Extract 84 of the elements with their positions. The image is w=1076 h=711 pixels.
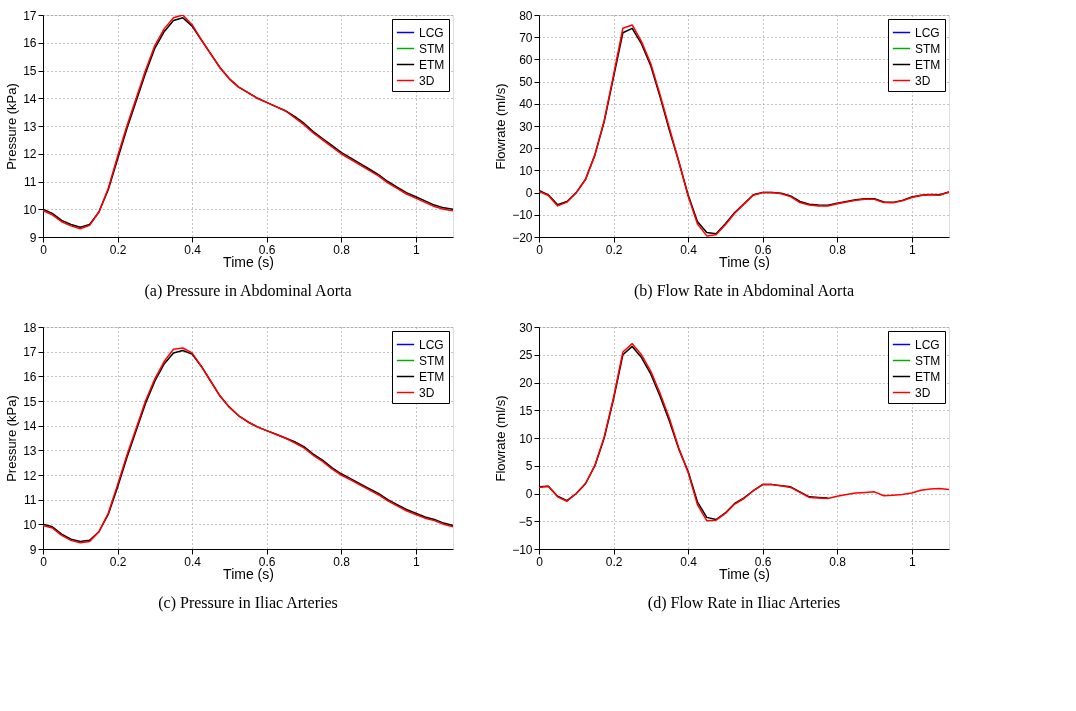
x-tick-label: 0.2 xyxy=(109,242,127,257)
y-tick-label: −20 xyxy=(512,230,533,245)
legend-label: 3D xyxy=(419,385,435,400)
legend-label: STM xyxy=(915,41,941,56)
legend-label: ETM xyxy=(419,369,445,384)
x-tick-label: 1 xyxy=(412,554,420,569)
y-tick-label: 20 xyxy=(519,376,533,390)
y-tick-label: 9 xyxy=(29,230,37,245)
x-tick-label: 0 xyxy=(536,242,544,257)
legend-label: 3D xyxy=(915,385,931,400)
y-tick-label: 10 xyxy=(23,517,37,532)
y-tick-label: 15 xyxy=(23,64,37,78)
y-tick-label: 10 xyxy=(23,202,37,217)
x-tick-label: 0 xyxy=(40,554,48,569)
y-tick-label: 50 xyxy=(519,75,533,90)
y-tick-label: 13 xyxy=(23,119,37,134)
y-tick-label: 10 xyxy=(519,431,533,446)
y-tick-label: 60 xyxy=(519,52,533,67)
x-tick-label: 1 xyxy=(908,554,916,569)
y-tick-label: 17 xyxy=(23,8,37,23)
y-axis-title: Flowrate (ml/s) xyxy=(493,395,509,482)
x-tick-label: 0.4 xyxy=(680,554,698,569)
y-tick-label: 16 xyxy=(23,369,37,384)
legend-label: ETM xyxy=(915,57,941,72)
y-tick-label: −10 xyxy=(512,542,533,557)
y-tick-label: 25 xyxy=(519,348,533,363)
y-tick-label: 14 xyxy=(23,419,37,434)
legend-label: LCG xyxy=(915,25,940,40)
y-tick-label: 70 xyxy=(519,30,533,45)
x-tick-label: 0.4 xyxy=(680,242,698,257)
y-tick-label: 40 xyxy=(519,97,533,112)
x-tick-label: 0.2 xyxy=(605,242,623,257)
legend-label: LCG xyxy=(419,25,444,40)
legend-label: LCG xyxy=(419,337,444,352)
y-tick-label: 14 xyxy=(23,91,37,106)
y-tick-label: 20 xyxy=(519,141,533,156)
y-tick-label: −5 xyxy=(518,514,533,529)
x-tick-label: 0 xyxy=(40,242,48,257)
legend-label: ETM xyxy=(419,57,445,72)
text: (d) Flow Rate in Iliac Arteries xyxy=(647,594,841,612)
legend-label: ETM xyxy=(915,369,941,384)
y-tick-label: 17 xyxy=(23,345,37,360)
y-tick-label: 16 xyxy=(23,36,37,51)
y-tick-label: 12 xyxy=(23,147,37,162)
y-tick-label: 18 xyxy=(23,320,37,335)
line-series xyxy=(539,342,949,522)
x-tick-label: 1 xyxy=(412,242,420,257)
y-axis-title: Flowrate (ml/s) xyxy=(493,83,509,170)
y-tick-label: 5 xyxy=(525,459,533,474)
y-tick-label: 0 xyxy=(525,186,533,201)
y-tick-label: 30 xyxy=(519,320,533,335)
text: (a) Pressure in Abdominal Aorta xyxy=(144,282,352,300)
y-tick-label: 9 xyxy=(29,542,37,557)
x-tick-label: 0.2 xyxy=(109,554,127,569)
y-tick-label: 15 xyxy=(519,403,533,418)
y-tick-label: 11 xyxy=(24,175,37,189)
x-tick-label: 0.4 xyxy=(184,242,202,257)
legend-label: 3D xyxy=(915,73,931,88)
y-tick-label: 0 xyxy=(525,487,533,501)
x-tick-label: 0.2 xyxy=(605,554,623,569)
legend-label: STM xyxy=(419,41,445,56)
x-tick-label: 0.4 xyxy=(184,554,202,569)
y-tick-label: 12 xyxy=(23,468,37,483)
text: (c) Pressure in Iliac Arteries xyxy=(158,594,338,612)
y-tick-label: 11 xyxy=(24,493,37,508)
y-tick-label: −10 xyxy=(512,208,533,223)
y-axis-title: Pressure (kPa) xyxy=(4,83,20,170)
legend-label: 3D xyxy=(419,73,435,88)
text: (b) Flow Rate in Abdominal Aorta xyxy=(634,282,854,300)
x-tick-label: 0.8 xyxy=(333,554,351,569)
x-tick-label: 0.8 xyxy=(829,242,847,257)
legend-label: LCG xyxy=(915,337,940,352)
legend-label: STM xyxy=(419,353,445,368)
y-tick-label: 80 xyxy=(519,8,533,23)
legend-label: STM xyxy=(915,353,941,368)
x-tick-label: 0.8 xyxy=(333,242,351,257)
x-tick-label: 0.8 xyxy=(829,554,847,569)
x-tick-label: 1 xyxy=(908,242,916,257)
y-tick-label: 10 xyxy=(519,163,533,178)
x-tick-label: 0 xyxy=(536,554,544,569)
y-tick-label: 30 xyxy=(519,119,533,134)
y-tick-label: 15 xyxy=(23,394,37,409)
y-axis-title: Pressure (kPa) xyxy=(4,395,20,482)
y-tick-label: 13 xyxy=(23,443,37,458)
